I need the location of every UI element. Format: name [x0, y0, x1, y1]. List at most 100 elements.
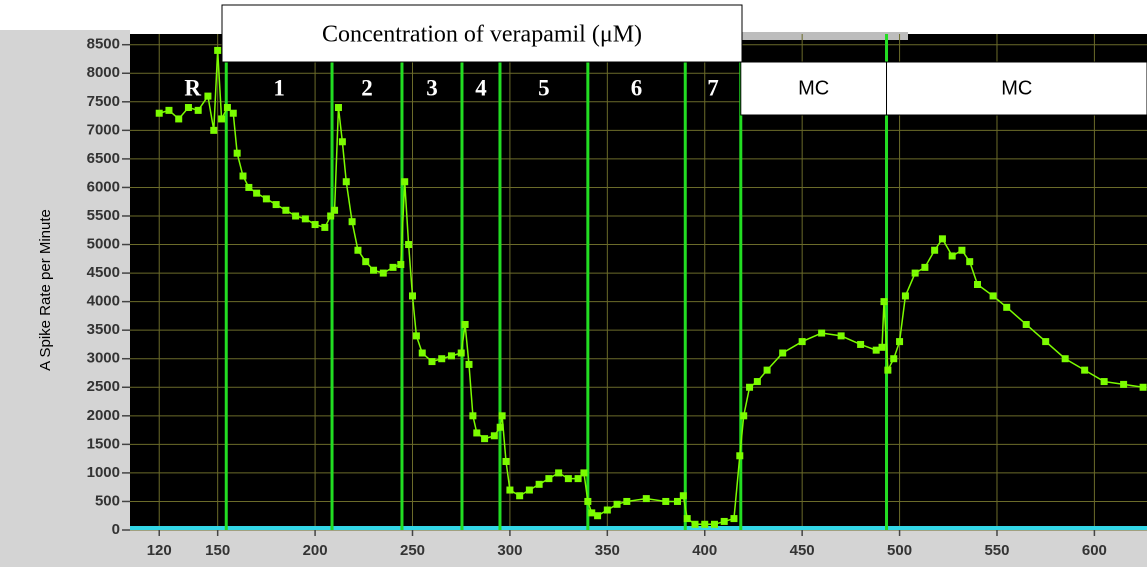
region-label: MC	[1001, 77, 1032, 99]
data-point	[779, 349, 787, 357]
y-tick-label: 6500	[87, 150, 120, 167]
data-point	[673, 497, 681, 505]
data-point	[740, 412, 748, 420]
data-point	[911, 269, 919, 277]
data-point	[496, 423, 504, 431]
data-point	[974, 281, 981, 288]
data-point	[603, 506, 611, 514]
data-point	[405, 241, 413, 249]
data-point	[218, 115, 226, 123]
x-tick-label: 450	[790, 542, 815, 559]
axis-panel	[0, 30, 130, 567]
data-point	[623, 497, 631, 505]
data-point	[588, 509, 596, 517]
y-tick-label: 2000	[87, 407, 120, 424]
data-point	[896, 338, 904, 346]
data-point	[931, 246, 939, 254]
data-point	[272, 201, 280, 209]
data-point	[481, 435, 489, 443]
grid	[122, 34, 1147, 536]
data-point	[311, 221, 319, 229]
region-label: 1	[273, 75, 285, 100]
data-point	[210, 126, 218, 134]
data-point	[229, 109, 237, 117]
data-point	[362, 258, 370, 266]
data-point	[1003, 303, 1011, 311]
region-label: 4	[475, 75, 487, 100]
data-point	[642, 495, 650, 503]
data-point	[736, 452, 744, 460]
region-label: MC	[798, 77, 829, 99]
data-point	[282, 206, 290, 214]
data-point	[214, 46, 222, 54]
data-point	[901, 292, 909, 300]
data-point	[564, 475, 572, 483]
data-point	[175, 115, 183, 123]
data-point	[245, 183, 253, 191]
x-tick-label: 500	[887, 542, 912, 559]
data-point	[1061, 355, 1069, 363]
data-point	[516, 492, 524, 500]
data-point	[921, 263, 929, 271]
data-point	[262, 195, 270, 203]
x-tick-label: 550	[984, 542, 1009, 559]
y-tick-label: 7000	[87, 121, 120, 138]
x-tick-label: 150	[205, 542, 230, 559]
data-point	[1042, 338, 1050, 346]
data-point	[155, 109, 163, 117]
region-label: 5	[538, 75, 550, 100]
data-point	[884, 366, 892, 374]
data-point	[720, 517, 728, 525]
y-tick-label: 5500	[87, 207, 120, 224]
data-point	[331, 206, 339, 214]
data-point	[397, 261, 405, 269]
data-point	[502, 457, 510, 465]
data-point	[958, 246, 966, 254]
data-point	[348, 218, 356, 226]
data-point	[683, 515, 691, 523]
data-point	[447, 352, 455, 360]
bar-decoration	[742, 32, 908, 40]
data-point	[1022, 320, 1030, 328]
data-point	[469, 412, 477, 420]
data-point	[880, 298, 888, 306]
y-tick-label: 4000	[87, 293, 120, 310]
data-point	[461, 320, 469, 328]
region-label: 2	[361, 75, 373, 100]
x-tick-label: 120	[147, 542, 172, 559]
data-point	[872, 346, 880, 354]
chart-title: Concentration of verapamil (μM)	[322, 22, 642, 48]
data-point	[535, 480, 543, 488]
data-point	[379, 269, 387, 277]
data-point	[194, 106, 202, 114]
data-point	[233, 149, 241, 157]
data-point	[321, 223, 329, 231]
data-point	[746, 383, 754, 391]
y-tick-label: 3500	[87, 321, 120, 338]
region-box	[886, 61, 1147, 116]
data-point	[710, 520, 718, 528]
data-point	[223, 104, 231, 112]
data-point	[818, 329, 826, 337]
y-tick-label: 0	[112, 521, 120, 538]
data-point	[948, 252, 956, 260]
data-point	[239, 172, 247, 180]
data-point	[438, 355, 446, 363]
data-point	[555, 469, 563, 477]
labels: 0500100015002000250030003500400045005000…	[87, 36, 1147, 559]
data-point	[457, 349, 465, 357]
data-point	[327, 212, 335, 220]
data-point	[389, 263, 397, 271]
data-point	[691, 520, 699, 528]
data-point	[1081, 366, 1089, 374]
data-point	[418, 349, 426, 357]
data-point	[878, 343, 886, 351]
y-tick-label: 4500	[87, 264, 120, 281]
data-point	[184, 104, 192, 112]
data-point	[837, 332, 845, 340]
y-tick-label: 6000	[87, 178, 120, 195]
x-tick-label: 600	[1082, 542, 1107, 559]
data-point	[753, 378, 761, 386]
region-label: 7	[707, 75, 719, 100]
